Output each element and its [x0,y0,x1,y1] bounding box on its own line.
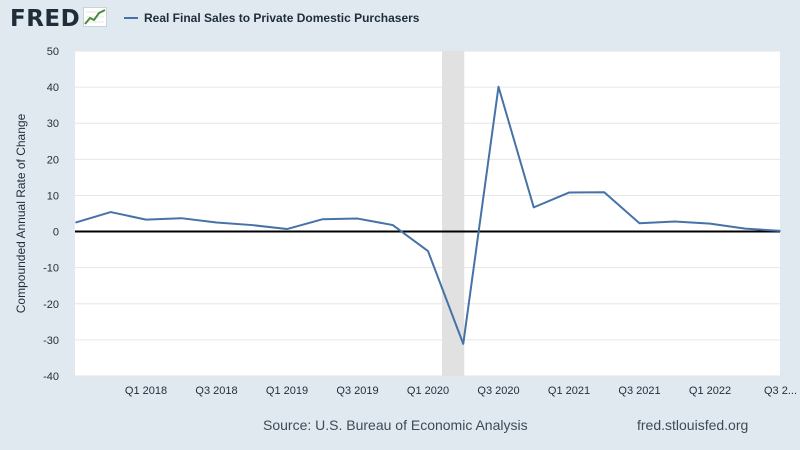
x-tick-label: Q3 2019 [336,385,378,397]
x-tick-label: Q3 2020 [477,385,519,397]
x-tick-label: Q1 2021 [548,385,590,397]
series-line [75,85,781,345]
plot-area [75,51,780,376]
x-tick-label: Q1 2018 [125,385,167,397]
fred-logo-text: FRED [10,6,81,32]
y-tick-label: 30 [47,118,59,130]
y-tick-label: -10 [43,263,59,275]
x-tick-label: Q1 2019 [266,385,308,397]
y-tick-label: 0 [53,227,59,239]
legend-swatch [124,17,138,19]
series-group [75,85,781,345]
source-text: Source: U.S. Bureau of Economic Analysis [263,417,528,433]
legend-series-label: Real Final Sales to Private Domestic Pur… [144,11,420,25]
y-tick-label: 20 [47,154,59,166]
y-tick-label: -40 [43,371,59,383]
x-tick-label: Q3 2... [764,385,797,397]
y-tick-label: -20 [43,299,59,311]
grid-lines [75,50,780,377]
x-tick-label: Q3 2018 [195,385,237,397]
x-tick-label: Q1 2022 [689,385,731,397]
y-tick-labels: 50 40 30 20 10 0 -10 -20 -30 -40 [43,46,59,383]
y-tick-label: 50 [47,46,59,58]
y-tick-label: -30 [43,335,59,347]
trend-line-icon [83,6,108,32]
chart-legend: Real Final Sales to Private Domestic Pur… [124,11,419,25]
x-tick-labels: Q1 2018 Q3 2018 Q1 2019 Q3 2019 Q1 2020 Q3 20… [125,385,797,397]
recession-shading [442,51,465,376]
x-tick-label: Q3 2021 [618,385,660,397]
fred-logo[interactable]: FRED [10,6,108,32]
y-tick-label: 10 [47,190,59,202]
site-link[interactable]: fred.stlouisfed.org [637,417,749,433]
recession-band [442,51,465,376]
x-tick-label: Q1 2020 [407,385,449,397]
y-axis-title: Compounded Annual Rate of Change [14,113,28,313]
y-tick-label: 40 [47,82,59,94]
